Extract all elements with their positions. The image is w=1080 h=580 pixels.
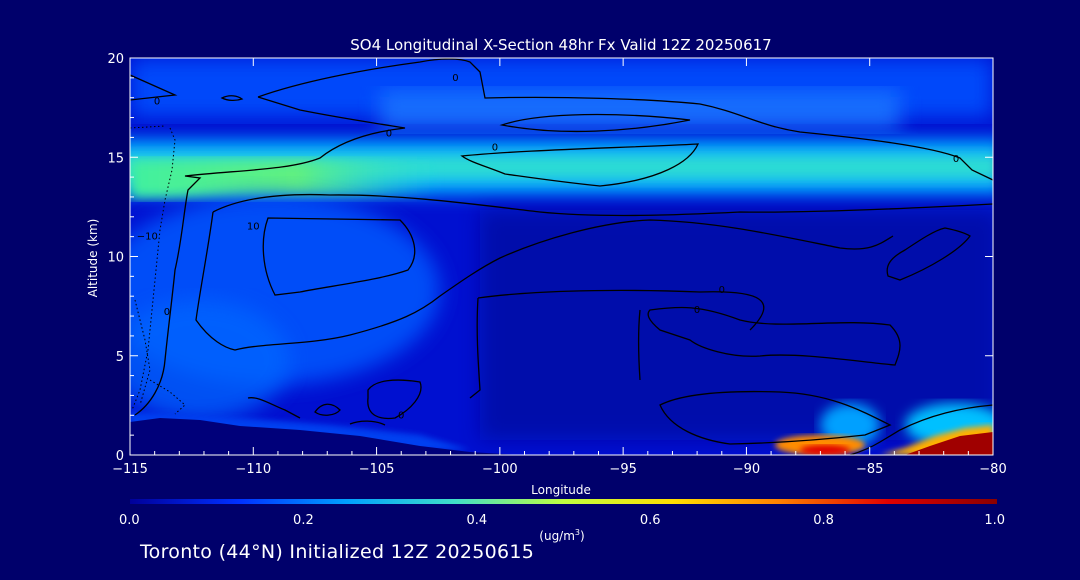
contour-label: −10: [137, 232, 158, 243]
contour-label: 10: [247, 222, 260, 233]
contour-label: 0: [398, 410, 404, 421]
y-tick-label: 5: [116, 350, 124, 365]
chart-title: SO4 Longitudinal X-Section 48hr Fx Valid…: [350, 36, 771, 54]
colorbar-units-sup: 3: [575, 528, 580, 537]
contour-line: [499, 113, 691, 133]
contour-line: [637, 309, 641, 381]
field-lower-dark: [480, 210, 993, 440]
colorbar-tick-label: 0.6: [640, 513, 661, 528]
contour-line: [134, 96, 406, 416]
field-upper-band-core: [130, 160, 690, 198]
x-tick-label: −110: [235, 462, 271, 477]
contour-line: [220, 95, 244, 102]
colorbar-tick-label: 0.8: [813, 513, 834, 528]
contour-label: 0: [154, 97, 160, 108]
contour-dotted-lines: [130, 125, 186, 415]
contour-label: 0: [694, 305, 700, 316]
colorbar-tick-label: 0.0: [119, 513, 140, 528]
contour-label: 0: [452, 73, 458, 84]
contour-label: 0: [386, 128, 392, 139]
colorbar-units: (ug/m3): [539, 528, 584, 543]
dotted-contour-line: [134, 299, 151, 406]
colorbar-units-suffix: ): [580, 529, 585, 543]
contour-line: [257, 58, 993, 181]
y-tick-label: 20: [107, 52, 124, 67]
contour-line: [195, 211, 894, 351]
colorbar-ticks: 0.0 0.2 0.4 0.6 0.8 1.0: [119, 513, 1005, 528]
contour-line: [647, 306, 901, 366]
contour-line: [367, 379, 422, 420]
field-top-layer-2: [380, 90, 900, 130]
contour-labels: 0 0 0 0 0 10 −10 0 0 0 0: [137, 73, 959, 421]
contour-line: [262, 217, 416, 296]
contour-label: 0: [164, 307, 170, 318]
contour-line: [130, 74, 178, 101]
x-tick-label: −90: [733, 462, 760, 477]
contour-line: [314, 403, 341, 416]
x-tick-label: −80: [979, 462, 1006, 477]
contour-line: [460, 143, 700, 187]
footer-caption: Toronto (44°N) Initialized 12Z 20250615: [140, 541, 535, 563]
concentration-field: 0 0 0 0 0 10 −10 0 0 0 0: [130, 58, 993, 455]
y-tick-label: 15: [107, 151, 124, 166]
y-tick-label: 0: [116, 449, 124, 464]
colorbar-tick-label: 0.2: [293, 513, 314, 528]
contour-label: 0: [719, 285, 725, 296]
colorbar-tick-label: 1.0: [984, 513, 1005, 528]
x-tick-label: −95: [609, 462, 636, 477]
field-terrain: [130, 418, 520, 455]
x-tick-label: −100: [482, 462, 518, 477]
field-plume-east-core: [905, 432, 993, 455]
x-axis-label: Longitude: [531, 483, 591, 497]
field-mid-west-blob-2: [130, 300, 290, 420]
x-tick-label: −115: [112, 462, 148, 477]
colorbar: [130, 499, 997, 504]
contour-line: [247, 397, 301, 419]
contour-line: [659, 390, 892, 445]
x-axis: −115 −110 −105 −100 −95 −90 −85 −80: [112, 58, 1007, 477]
field-plume-mid-core: [800, 445, 850, 455]
contour-label: 0: [492, 142, 498, 153]
y-tick-label: 10: [107, 251, 124, 266]
colorbar-tick-label: 0.4: [466, 513, 487, 528]
dotted-contour-line: [149, 379, 186, 415]
contour-line: [212, 193, 993, 217]
y-axis-label: Altitude (km): [86, 219, 100, 298]
colorbar-units-prefix: (ug/m: [539, 529, 575, 543]
contour-line: [349, 420, 386, 426]
dotted-contour-line: [131, 127, 176, 411]
contour-line: [477, 289, 765, 331]
contour-line: [886, 227, 971, 281]
contour-line: [469, 297, 481, 399]
x-tick-label: −105: [359, 462, 395, 477]
contour-lines: [130, 58, 993, 455]
y-axis: 0 5 10 15 20: [107, 52, 993, 464]
contour-line: [849, 404, 993, 455]
contour-label: 0: [953, 154, 959, 165]
dotted-contour-line: [130, 125, 166, 129]
x-tick-label: −85: [856, 462, 883, 477]
